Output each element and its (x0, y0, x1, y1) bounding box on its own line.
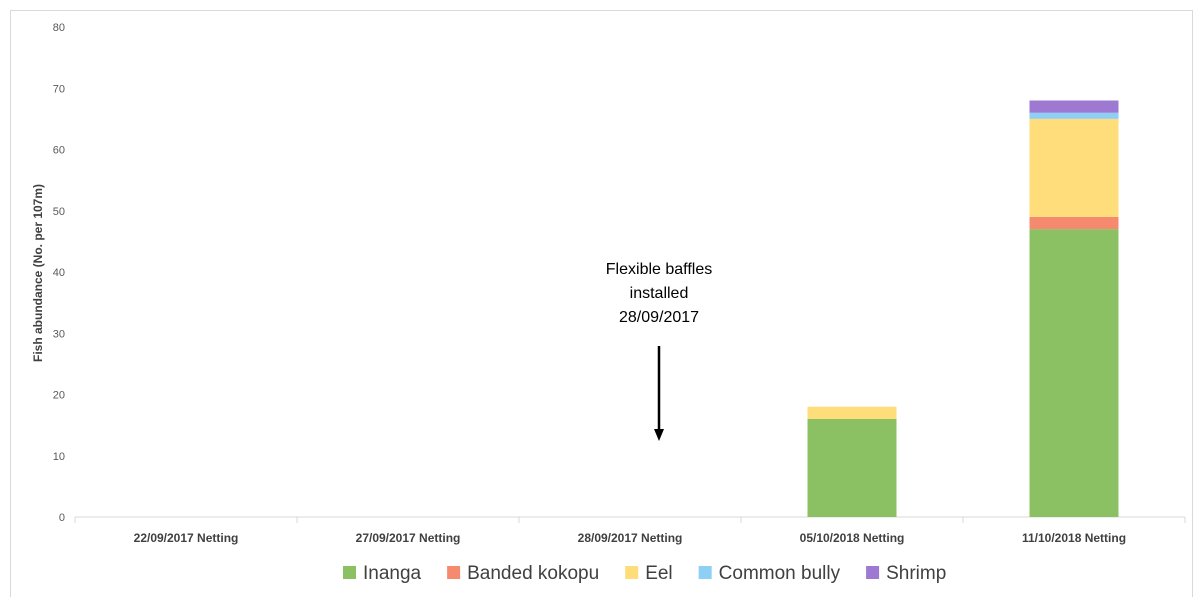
bar-segment (807, 419, 897, 517)
x-category-label: 11/10/2018 Netting (1022, 531, 1126, 545)
y-tick-label: 80 (53, 22, 65, 34)
legend-item: Eel (625, 563, 673, 584)
y-tick-label: 70 (53, 83, 65, 95)
chart-frame (10, 10, 1193, 597)
annotation-baffles-installed: Flexible baffles installed 28/09/2017 (606, 261, 712, 441)
y-tick-label: 10 (53, 451, 65, 463)
y-tick-label: 50 (53, 206, 65, 218)
legend: Inanga Banded kokopu Eel Common bully Shrimp (343, 563, 946, 584)
x-axis-separators (74, 517, 1186, 523)
y-tick-label: 40 (53, 267, 65, 279)
x-category-label: 28/09/2017 Netting (578, 531, 683, 545)
annotation-text-line: installed (630, 285, 689, 302)
x-category-label: 05/10/2018 Netting (800, 531, 905, 545)
legend-swatch (625, 566, 639, 579)
bar-segment (1029, 100, 1119, 113)
legend-label: Common bully (719, 563, 841, 584)
bar-segment (807, 406, 897, 419)
y-tick-label: 60 (53, 145, 65, 157)
x-axis-categories: 22/09/2017 Netting 27/09/2017 Netting 28/0… (134, 531, 1126, 545)
bar-segment (1029, 229, 1119, 517)
annotation-text-line: Flexible baffles (606, 261, 712, 278)
bar-segment (1029, 216, 1119, 230)
y-tick-label: 20 (53, 390, 65, 402)
legend-swatch (698, 566, 712, 579)
annotation-text-line: 28/09/2017 (619, 309, 699, 326)
legend-item: Common bully (698, 563, 841, 584)
y-tick-label: 0 (59, 512, 65, 524)
y-axis-label: Fish abundance (No. per 107m) (31, 184, 45, 362)
legend-swatch (343, 566, 356, 579)
legend-swatch (447, 566, 461, 579)
bars (807, 100, 1119, 517)
bar-segment (1029, 118, 1119, 217)
y-axis-ticks: 0 10 20 30 40 50 60 70 80 (53, 22, 65, 524)
legend-label: Shrimp (886, 563, 946, 584)
annotation-arrow-head (654, 429, 664, 441)
bar-segment (1029, 112, 1119, 119)
legend-item: Banded kokopu (447, 563, 599, 584)
legend-item: Shrimp (866, 563, 946, 584)
x-category-label: 27/09/2017 Netting (356, 531, 461, 545)
legend-label: Eel (645, 563, 672, 584)
x-category-label: 22/09/2017 Netting (134, 531, 239, 545)
legend-label: Inanga (363, 563, 422, 584)
y-tick-label: 30 (53, 328, 65, 340)
legend-swatch (866, 566, 880, 579)
legend-item: Inanga (343, 563, 422, 584)
legend-label: Banded kokopu (467, 563, 599, 584)
